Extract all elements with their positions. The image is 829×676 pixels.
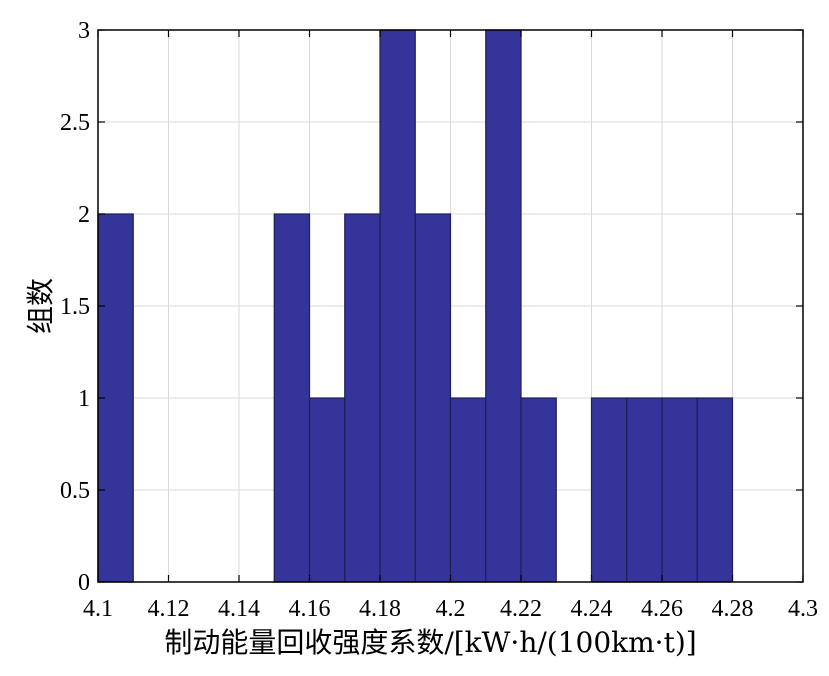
x-tick-label: 4.3 xyxy=(788,596,818,622)
x-tick-label: 4.12 xyxy=(148,596,190,622)
tick-labels: 4.1 4.12 4.14 4.16 4.18 4.2 4.22 4.24 4.26 4.28 4.… xyxy=(60,18,818,622)
y-tick-label: 1 xyxy=(78,386,90,412)
axis-ticks xyxy=(97,29,804,583)
x-tick-label: 4.22 xyxy=(500,596,542,622)
histogram-bar xyxy=(485,29,522,583)
x-tick-label: 4.28 xyxy=(712,596,754,622)
histogram-bar xyxy=(273,213,311,583)
x-tick-label: 4.18 xyxy=(359,596,401,622)
histogram-bar xyxy=(520,397,557,583)
histogram-bar xyxy=(344,213,381,583)
x-tick-label: 4.2 xyxy=(436,596,466,622)
y-tick-label: 3 xyxy=(78,18,90,44)
y-tick-label: 2.5 xyxy=(60,110,90,136)
x-tick-label: 4.14 xyxy=(218,596,260,622)
y-axis-title: 组数 xyxy=(24,278,57,334)
histogram-bar xyxy=(626,397,663,583)
x-tick-label: 4.26 xyxy=(641,596,683,622)
histogram-bar xyxy=(696,397,734,583)
histogram-bar xyxy=(661,397,698,583)
histogram-bar xyxy=(590,397,628,583)
histogram-bar xyxy=(97,213,134,583)
histogram-bar xyxy=(449,397,487,583)
histogram-bar xyxy=(379,29,416,583)
y-tick-label: 0.5 xyxy=(60,478,90,504)
x-tick-label: 4.24 xyxy=(571,596,613,622)
x-axis-title: 制动能量回收强度系数/[kW·h/(100km·t)] xyxy=(164,626,696,659)
x-tick-label: 4.1 xyxy=(83,596,113,622)
x-tick-label: 4.16 xyxy=(289,596,331,622)
histogram-bar xyxy=(308,397,346,583)
y-tick-label: 2 xyxy=(78,202,90,228)
y-tick-label: 1.5 xyxy=(60,294,90,320)
histogram-bar xyxy=(414,213,452,583)
y-tick-label: 0 xyxy=(78,570,90,596)
histogram-bars xyxy=(97,29,734,583)
